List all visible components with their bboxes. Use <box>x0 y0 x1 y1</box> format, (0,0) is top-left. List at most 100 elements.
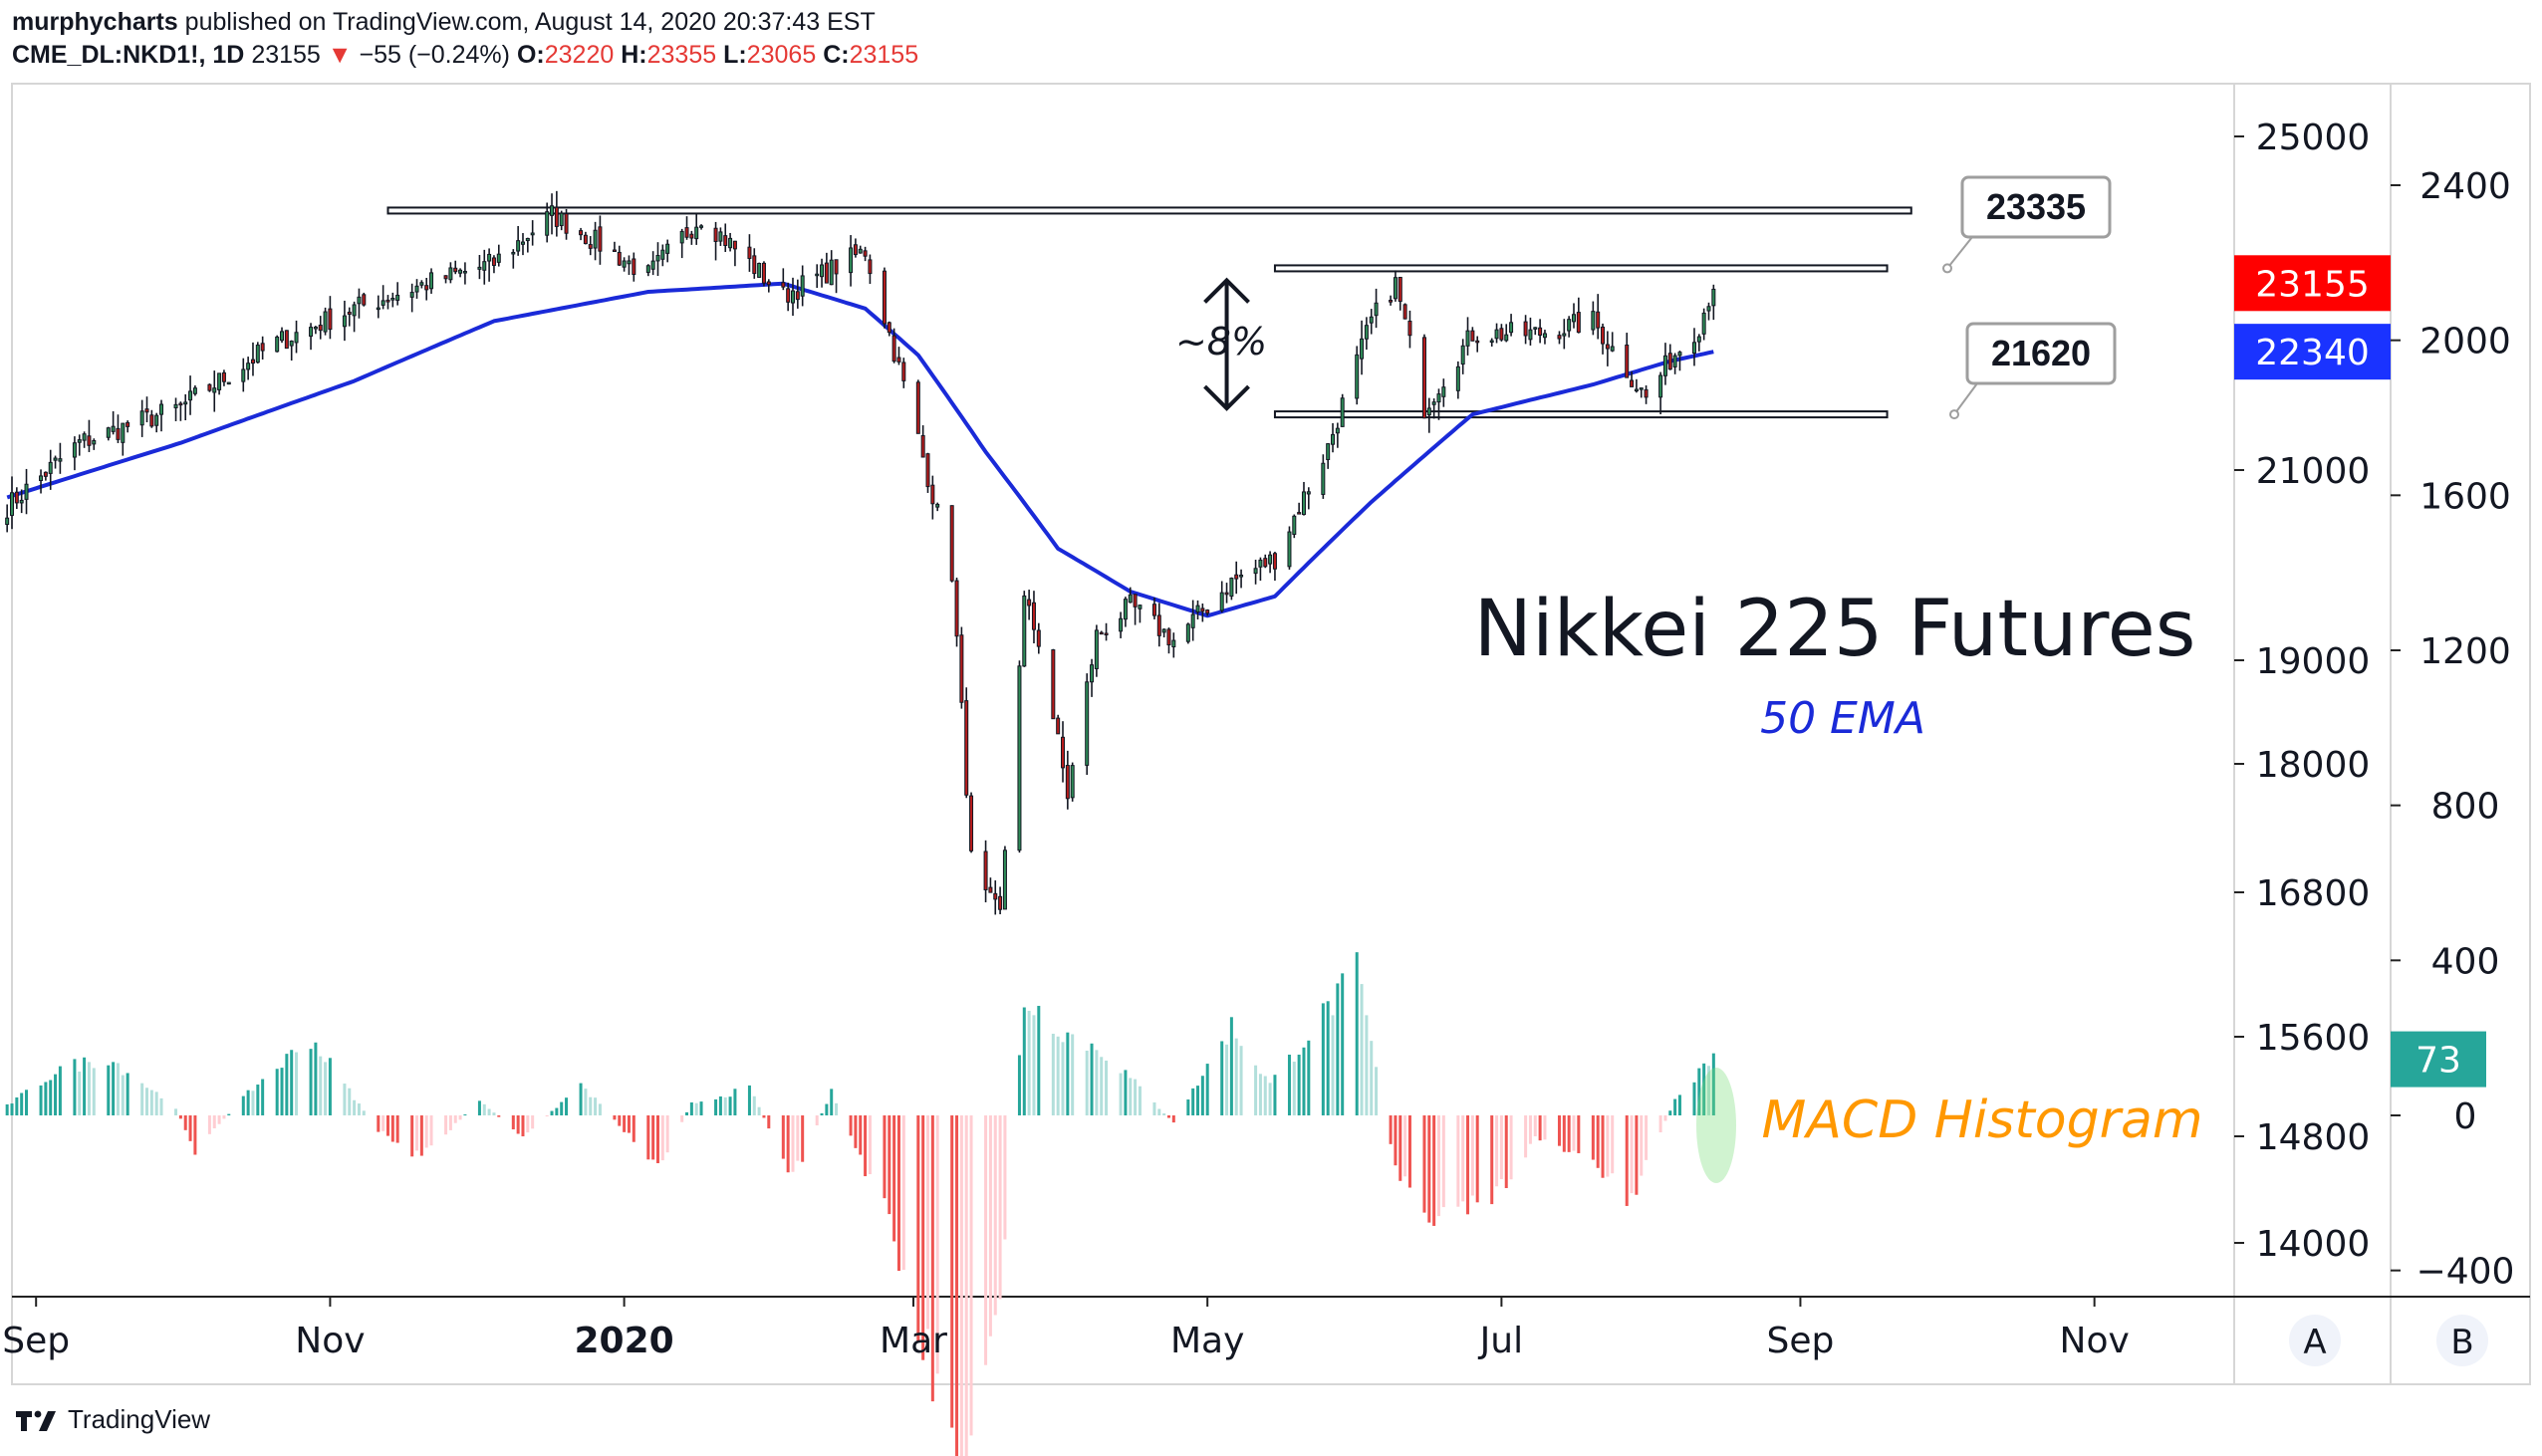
author-name[interactable]: murphycharts <box>12 8 178 36</box>
symbol-label[interactable]: CME_DL:NKD1!, 1D <box>12 41 245 69</box>
candle-body <box>959 634 964 703</box>
macd-bar <box>584 1089 588 1115</box>
candle <box>309 323 314 351</box>
candle-body <box>207 383 212 391</box>
candle-body <box>280 331 285 342</box>
candle-body <box>477 266 482 270</box>
macd-bar <box>241 1095 245 1115</box>
macd-bar <box>1495 1115 1499 1187</box>
candle <box>487 248 492 282</box>
candle <box>694 213 699 245</box>
candle <box>1161 627 1166 638</box>
macd-bar <box>1105 1060 1109 1115</box>
footer-brand[interactable]: TradingView <box>68 1403 211 1434</box>
candle-body <box>487 253 492 262</box>
candle <box>159 399 164 432</box>
candle <box>925 452 930 493</box>
price-axis[interactable]: 25000 21000 19000 18000 16800 15600 14800 14000 <box>2234 118 2370 1265</box>
macd-bar <box>15 1096 19 1115</box>
candle-body <box>1229 578 1234 598</box>
candle <box>414 279 419 299</box>
candle <box>1567 316 1572 338</box>
candle <box>241 358 246 392</box>
candle-body <box>1239 575 1244 578</box>
candle-body <box>448 267 453 281</box>
macd-bar <box>58 1066 62 1115</box>
candle <box>1151 597 1156 619</box>
macd-bar <box>1524 1115 1528 1158</box>
candle-body <box>1301 491 1306 516</box>
candle <box>390 292 395 308</box>
candle-body <box>752 255 757 275</box>
macd-bar <box>1336 983 1340 1115</box>
macd-tick-label: 2400 <box>2419 166 2511 207</box>
macd-bar <box>694 1102 698 1115</box>
macd-bar <box>723 1096 727 1115</box>
candle <box>318 316 323 340</box>
macd-bar <box>453 1115 457 1123</box>
candle <box>1195 600 1200 619</box>
candle-body <box>1557 335 1562 340</box>
candle-body <box>554 206 559 227</box>
macd-bar <box>579 1083 583 1115</box>
candle <box>766 279 771 293</box>
candle <box>1677 351 1682 371</box>
candle <box>1253 559 1258 585</box>
candle-body <box>665 243 670 254</box>
candle-body <box>19 499 24 504</box>
macd-bar <box>246 1090 250 1115</box>
candle-body <box>395 294 400 301</box>
macd-bar <box>1032 1015 1036 1115</box>
candle-body <box>139 410 144 426</box>
scale-button-a[interactable]: A <box>2289 1315 2341 1366</box>
time-axis[interactable]: Sep Nov 2020 Mar May Jul Sep Nov <box>2 1297 2130 1361</box>
candle <box>1509 314 1514 337</box>
candle-body <box>627 260 632 265</box>
candle-body <box>1475 340 1480 344</box>
candle-body <box>901 362 906 381</box>
candle <box>849 235 854 287</box>
footer: TradingView <box>14 1399 210 1439</box>
tradingview-logo-icon[interactable] <box>14 1405 60 1433</box>
candle-body <box>834 259 839 275</box>
candle-body <box>1200 607 1205 612</box>
candle-body <box>1567 319 1572 332</box>
ohlc-line: CME_DL:NKD1!, 1D 23155 ▼ −55 (−0.24%) O:… <box>12 39 918 72</box>
macd-bar <box>343 1084 347 1115</box>
candle <box>959 626 964 709</box>
candle-body <box>1002 849 1007 910</box>
candle <box>53 455 58 469</box>
candle-body <box>390 298 395 301</box>
macd-bar <box>482 1103 486 1115</box>
scale-button-b[interactable]: B <box>2436 1315 2488 1366</box>
macd-bar <box>896 1115 900 1272</box>
time-tick-label: 2020 <box>575 1321 674 1361</box>
scale-button-label: A <box>2303 1323 2326 1362</box>
candle <box>1104 622 1109 641</box>
candle-body <box>1436 393 1441 403</box>
macd-axis[interactable]: 2400 2000 1600 1200 800 400 0 −400 <box>2391 166 2514 1293</box>
candle-body <box>1706 306 1711 312</box>
candle <box>443 275 448 284</box>
candle-body <box>1321 462 1326 495</box>
candle <box>815 264 820 289</box>
candle-body <box>1355 354 1360 399</box>
macd-bar <box>1470 1115 1474 1196</box>
price-change: −55 (−0.24%) <box>359 41 511 69</box>
macd-bar <box>285 1054 289 1115</box>
candle-body <box>1499 328 1504 341</box>
candle <box>723 223 728 252</box>
candle-body <box>1426 407 1431 416</box>
candle <box>1436 388 1441 420</box>
macd-bar <box>487 1108 491 1115</box>
macd-bar <box>699 1101 703 1115</box>
macd-bar <box>1124 1070 1128 1115</box>
macd-bar <box>429 1115 433 1146</box>
macd-bar <box>651 1115 655 1160</box>
price-tick-label: 14000 <box>2256 1224 2371 1265</box>
macd-bar <box>227 1113 231 1115</box>
candle <box>800 265 805 307</box>
candle-body <box>525 237 530 242</box>
candle <box>1455 361 1460 399</box>
